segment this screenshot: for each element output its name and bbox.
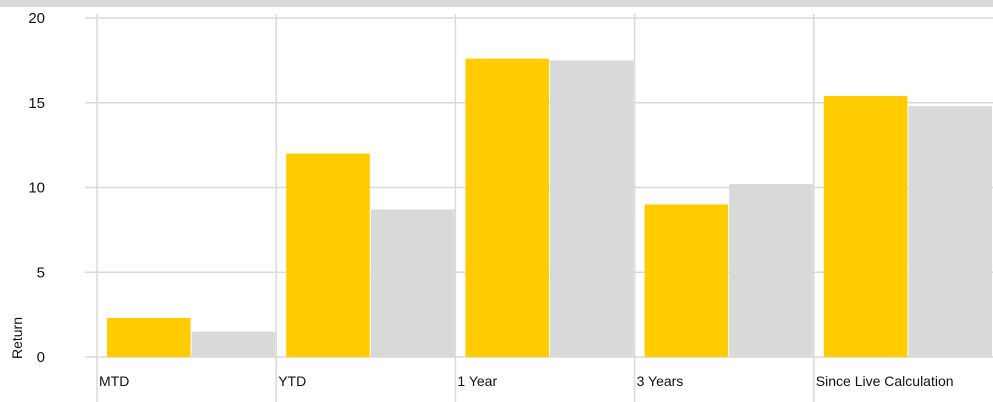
- y-axis-title: Return: [9, 317, 25, 359]
- x-tick-label: MTD: [99, 373, 129, 389]
- y-tick-label: 15: [28, 95, 45, 112]
- bar-series-2: [729, 184, 813, 357]
- bar-series-1: [823, 95, 908, 357]
- bar-series-1: [286, 153, 370, 357]
- x-tick-label: Since Live Calculation: [816, 373, 954, 389]
- bar-series-2: [370, 209, 455, 357]
- bar-series-1: [644, 204, 729, 357]
- bar-series-1: [465, 58, 549, 358]
- y-tick-label: 20: [28, 10, 45, 27]
- x-category-labels: MTD YTD 1 Year 3 Years Since Live Calculatio…: [99, 373, 954, 389]
- bar-series-2: [908, 106, 992, 357]
- y-tick-label: 0: [37, 349, 45, 366]
- x-tick-label: YTD: [278, 373, 306, 389]
- bar-series-2: [550, 60, 634, 357]
- x-tick-label: 1 Year: [457, 373, 497, 389]
- bar-series-2: [191, 331, 276, 357]
- bar-series-1: [107, 318, 191, 357]
- y-tick-labels: 0 5 10 15 20: [28, 10, 45, 366]
- top-band: [0, 0, 993, 7]
- x-tick-label: 3 Years: [637, 373, 684, 389]
- y-tick-label: 5: [37, 264, 45, 281]
- bars-layer: [107, 58, 992, 358]
- y-tick-label: 10: [28, 180, 45, 197]
